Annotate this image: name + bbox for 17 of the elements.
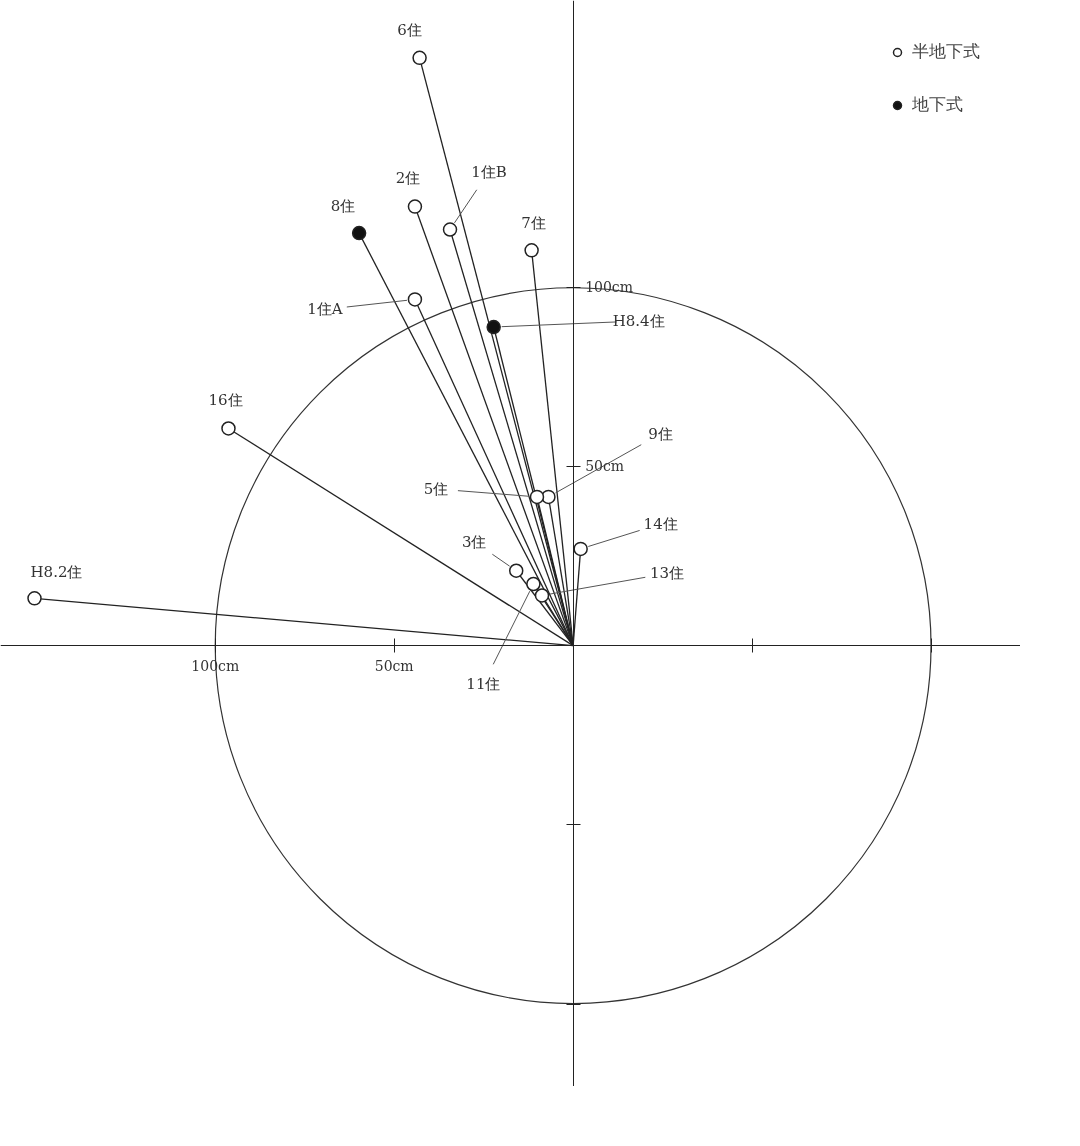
annotation: 14住 [643,514,678,533]
annotation: 2住 [395,168,421,187]
annotation: H8.4住 [612,312,665,331]
annotation: H8.2住 [30,563,83,582]
annotation: 7住 [521,214,546,233]
annotation: 6住 [397,20,422,39]
annotation: 11住 [466,675,501,693]
annotation: 1住B [471,162,507,181]
annotation: 1住A [307,300,343,319]
annotation: 8住 [330,197,356,216]
annotation: 13住 [649,564,685,583]
annotation: 9住 [648,424,673,443]
annotation: 3住 [461,532,487,551]
annotation: 5住 [423,479,449,498]
annotation: 16住 [208,391,243,410]
legend-label: 半地下式 [912,40,980,63]
legend-label: 地下式 [912,93,963,116]
